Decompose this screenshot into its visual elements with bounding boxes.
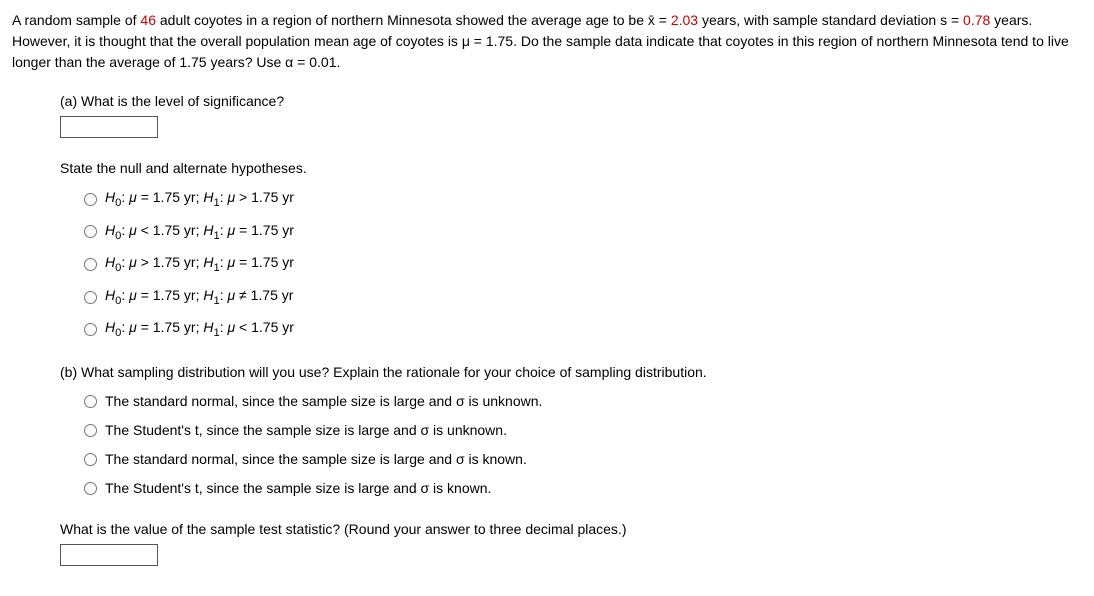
sample-size: 46 <box>140 12 156 28</box>
hypotheses-prompt: State the null and alternate hypotheses. <box>60 158 1082 179</box>
hyp-option-4-label: H0: μ = 1.75 yr; H1: μ ≠ 1.75 yr <box>105 285 293 310</box>
test-stat-prompt: What is the value of the sample test sta… <box>60 519 1082 540</box>
hyp-option-3-label: H0: μ > 1.75 yr; H1: μ = 1.75 yr <box>105 252 294 277</box>
hyp-option-1-radio[interactable] <box>84 193 97 206</box>
hyp-option-2-label: H0: μ < 1.75 yr; H1: μ = 1.75 yr <box>105 220 294 245</box>
hyp-option-1-label: H0: μ = 1.75 yr; H1: μ > 1.75 yr <box>105 187 294 212</box>
dist-option-1-label: The standard normal, since the sample si… <box>105 391 542 412</box>
dist-option-3-label: The standard normal, since the sample si… <box>105 449 527 470</box>
significance-input[interactable] <box>60 116 158 138</box>
dist-option-2-label: The Student's t, since the sample size i… <box>105 420 507 441</box>
dist-option-3-radio[interactable] <box>84 453 97 466</box>
dist-option-1-radio[interactable] <box>84 395 97 408</box>
hyp-option-5-label: H0: μ = 1.75 yr; H1: μ < 1.75 yr <box>105 317 294 342</box>
xbar-value: 2.03 <box>671 12 698 28</box>
problem-statement: A random sample of 46 adult coyotes in a… <box>12 10 1082 73</box>
s-value: 0.78 <box>963 12 990 28</box>
test-stat-input[interactable] <box>60 544 158 566</box>
hyp-option-5-radio[interactable] <box>84 323 97 336</box>
test-stat-section: What is the value of the sample test sta… <box>60 519 1082 566</box>
hyp-option-4-radio[interactable] <box>84 291 97 304</box>
part-b-section: (b) What sampling distribution will you … <box>60 362 1082 499</box>
hyp-option-3-radio[interactable] <box>84 258 97 271</box>
dist-option-4-label: The Student's t, since the sample size i… <box>105 478 491 499</box>
text: years, with sample standard deviation s … <box>698 12 963 28</box>
hyp-option-2-radio[interactable] <box>84 225 97 238</box>
text: A random sample of <box>12 12 140 28</box>
part-a-prompt: (a) What is the level of significance? <box>60 91 1082 112</box>
part-a-section: (a) What is the level of significance? <box>60 91 1082 138</box>
text: adult coyotes in a region of northern Mi… <box>156 12 671 28</box>
dist-option-4-radio[interactable] <box>84 482 97 495</box>
dist-option-2-radio[interactable] <box>84 424 97 437</box>
hypotheses-section: State the null and alternate hypotheses.… <box>60 158 1082 342</box>
part-b-prompt: (b) What sampling distribution will you … <box>60 362 1082 383</box>
